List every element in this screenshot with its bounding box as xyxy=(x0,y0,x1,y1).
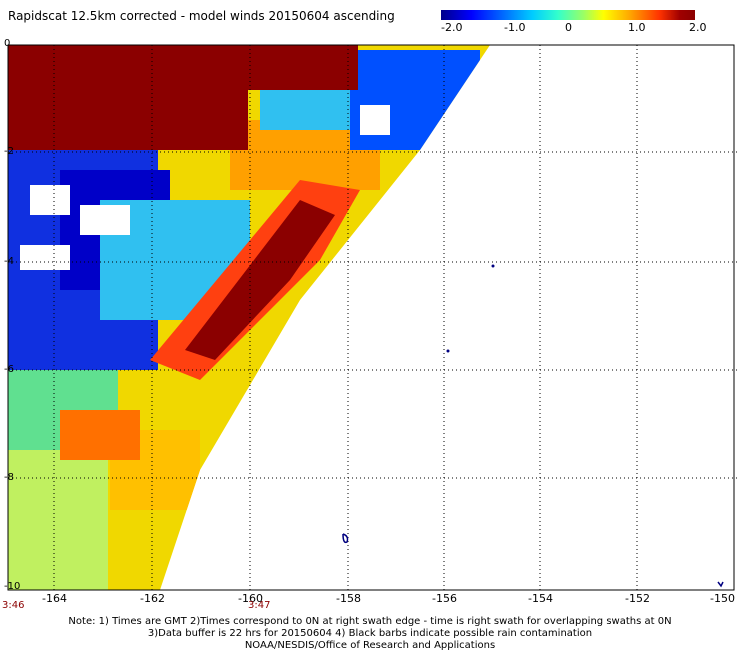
lon-label-158: -158 xyxy=(336,592,361,605)
lon-label-154: -154 xyxy=(528,592,553,605)
lat-label-8: -8 xyxy=(4,472,14,483)
note-line-1: Note: 1) Times are GMT 2)Times correspon… xyxy=(68,616,672,627)
lon-label-164: -164 xyxy=(42,592,67,605)
map-title: Rapidscat 12.5km corrected - model winds… xyxy=(8,9,395,23)
lon-label-152: -152 xyxy=(625,592,650,605)
colorbar xyxy=(441,10,695,20)
swath-time-left: 3:46 xyxy=(2,600,25,611)
island-dot xyxy=(446,349,450,353)
map-frame xyxy=(7,44,735,591)
lat-label-10: -10 xyxy=(4,581,21,592)
note-line-3: NOAA/NESDIS/Office of Research and Appli… xyxy=(244,640,496,651)
lat-label-4: -4 xyxy=(4,256,14,267)
note-line-2: 3)Data buffer is 22 hrs for 20150604 4) … xyxy=(147,628,593,639)
island-outline xyxy=(717,581,724,588)
swath-field xyxy=(8,45,490,590)
lon-label-160: -160 xyxy=(238,592,263,605)
lat-label-0: 0 xyxy=(4,38,11,49)
colorbar-label-neg1: -1.0 xyxy=(504,21,526,34)
lat-label-6: -6 xyxy=(4,364,14,375)
island-dot xyxy=(491,264,495,268)
swath-time-right: 3:47 xyxy=(248,600,271,611)
lon-label-150: -150 xyxy=(710,592,735,605)
island-outline xyxy=(342,533,349,544)
lon-label-162: -162 xyxy=(140,592,165,605)
colorbar-label-pos1: 1.0 xyxy=(628,21,646,34)
colorbar-label-min: -2.0 xyxy=(441,21,463,34)
colorbar-label-max: 2.0 xyxy=(689,21,707,34)
colorbar-label-zero: 0 xyxy=(565,21,572,34)
lon-label-156: -156 xyxy=(432,592,457,605)
lat-label-2: -2 xyxy=(4,146,14,157)
graticule xyxy=(8,45,740,590)
